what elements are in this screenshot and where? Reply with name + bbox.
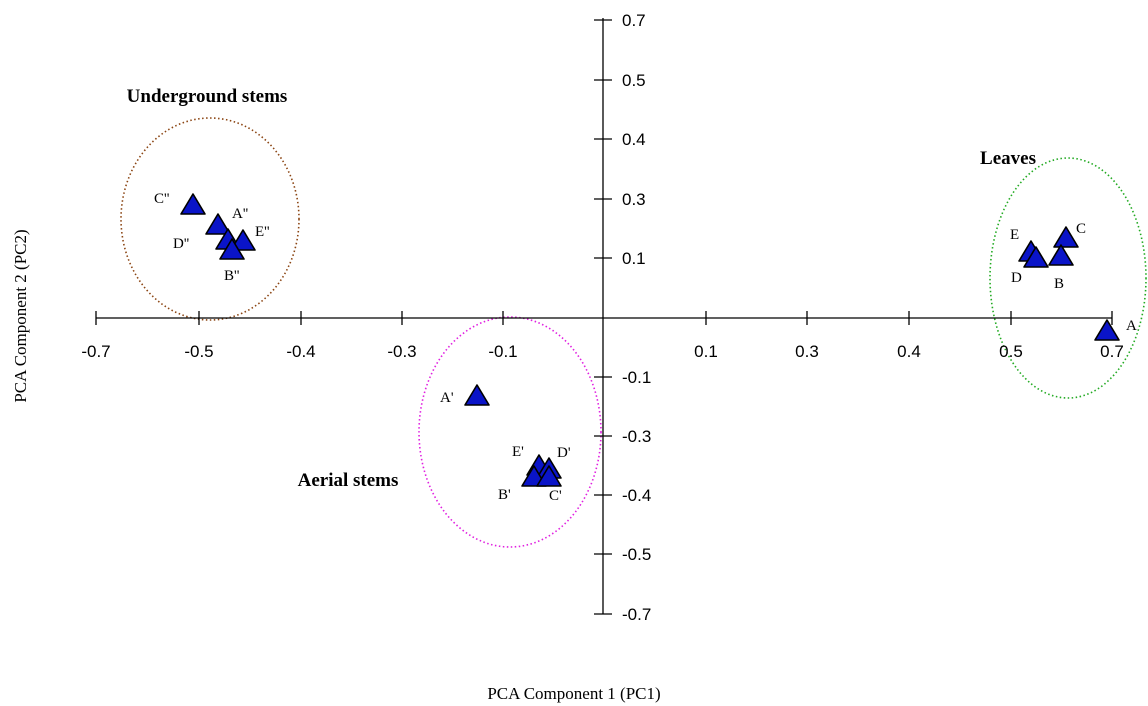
- point-label: E: [1010, 227, 1019, 243]
- y-tick-label: -0.7: [622, 605, 651, 624]
- x-tick-label: -0.4: [286, 342, 315, 361]
- triangle-marker: [180, 193, 206, 215]
- group-ellipse: [989, 157, 1147, 399]
- y-axis-ticks: 0.7 0.5 0.4 0.3 0.1 -0.1 -0.3 -0.4 -0.5 -0.7: [594, 11, 651, 624]
- y-tick-label: -0.5: [622, 545, 651, 564]
- point-label: C': [549, 488, 562, 504]
- triangle-marker: [205, 213, 231, 235]
- axes: [96, 18, 1112, 614]
- point-label: D'': [173, 236, 190, 252]
- y-tick-label: -0.4: [622, 486, 651, 505]
- y-tick-label: 0.1: [622, 249, 646, 268]
- x-tick-label: 0.4: [897, 342, 921, 361]
- group-ellipses: [120, 117, 1147, 548]
- triangle-marker: [1094, 319, 1120, 341]
- x-tick-label: 0.3: [795, 342, 819, 361]
- y-tick-label: 0.7: [622, 11, 646, 30]
- triangle-marker: [1053, 226, 1079, 248]
- point-label: D: [1011, 270, 1022, 286]
- y-tick-label: -0.1: [622, 368, 651, 387]
- x-tick-label: 0.1: [694, 342, 718, 361]
- point-label: B'': [224, 268, 240, 284]
- y-tick-label: 0.5: [622, 71, 646, 90]
- x-tick-label: -0.3: [387, 342, 416, 361]
- x-tick-label: -0.5: [184, 342, 213, 361]
- triangle-marker: [230, 229, 256, 251]
- group-title: Leaves: [980, 148, 1036, 169]
- x-axis-ticks: -0.7 -0.5 -0.4 -0.3 -0.1 0.1 0.3 0.4 0.5 0.7: [81, 311, 1124, 361]
- group-ellipse: [418, 316, 602, 548]
- y-tick-label: 0.4: [622, 130, 646, 149]
- group-title: Underground stems: [127, 86, 288, 107]
- group-ellipse: [120, 117, 300, 321]
- y-tick-label: -0.3: [622, 427, 651, 446]
- group-title: Aerial stems: [298, 470, 399, 491]
- triangle-marker: [536, 465, 562, 487]
- x-tick-label: -0.1: [488, 342, 517, 361]
- x-axis-title: PCA Component 1 (PC1): [487, 684, 660, 703]
- x-tick-label: -0.7: [81, 342, 110, 361]
- data-points: C'' A'' D'' E'' B'' A' E' D' B' C' E C D B A: [154, 191, 1137, 504]
- point-label: B': [498, 487, 511, 503]
- point-label: B: [1054, 276, 1064, 292]
- point-label: C: [1076, 221, 1086, 237]
- triangle-marker: [219, 238, 245, 260]
- x-tick-label: 0.5: [999, 342, 1023, 361]
- point-label: D': [557, 445, 571, 461]
- y-tick-label: 0.3: [622, 190, 646, 209]
- point-label: E'': [255, 224, 270, 240]
- point-label: A'': [232, 206, 249, 222]
- point-label: A': [440, 390, 454, 406]
- group-titles: Underground stems Aerial stems Leaves: [127, 86, 1036, 491]
- triangle-marker: [1023, 246, 1049, 268]
- triangle-marker: [464, 384, 490, 406]
- triangle-marker: [1048, 244, 1074, 266]
- point-label: E': [512, 444, 524, 460]
- y-axis-title: PCA Component 2 (PC2): [11, 229, 30, 402]
- point-label: A: [1126, 318, 1137, 334]
- point-label: C'': [154, 191, 170, 207]
- x-tick-label: 0.7: [1100, 342, 1124, 361]
